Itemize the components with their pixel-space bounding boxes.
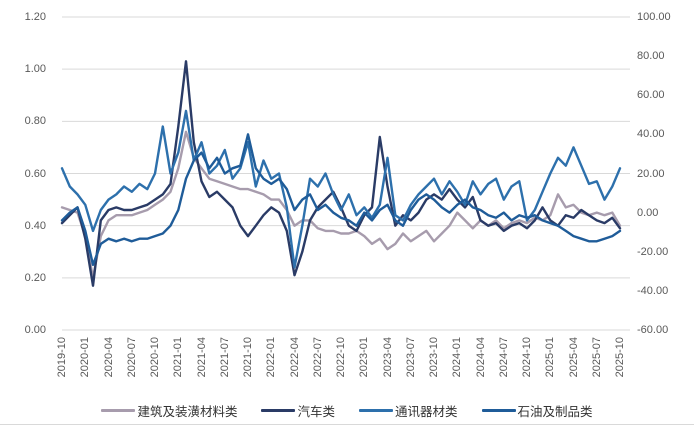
left-axis-tick: 0.80: [24, 115, 46, 128]
x-axis-tick: 2020-01: [79, 337, 92, 378]
x-axis-tick: 2021-07: [218, 337, 231, 378]
right-axis-tick: 40.00: [637, 128, 665, 141]
x-axis-tick: 2020-04: [102, 337, 115, 378]
x-axis-tick: 2023-01: [358, 337, 371, 378]
x-axis-tick: 2024-10: [521, 337, 533, 378]
right-axis-tick: -20.00: [637, 245, 669, 258]
x-axis-tick: 2020-07: [125, 337, 138, 378]
right-axis-tick: -60.00: [637, 324, 669, 336]
right-axis-tick: 100.00: [637, 11, 671, 23]
legend-line-swatch: [481, 409, 516, 412]
legend-label: 汽车类: [297, 405, 335, 419]
bottom-border-line: [0, 424, 694, 425]
x-axis-tick: 2021-04: [195, 337, 208, 378]
x-axis-tick: 2022-04: [288, 337, 301, 378]
series-line-建筑及装潢材料类: [60, 130, 622, 279]
x-axis-tick: 2022-01: [265, 337, 278, 378]
legend-item: 石油及制品类: [481, 401, 593, 420]
legend-item: 建筑及装潢材料类: [101, 401, 237, 420]
x-axis-tick: 2021-10: [242, 337, 254, 378]
right-axis-tick: 80.00: [637, 50, 665, 63]
legend-line-swatch: [359, 409, 393, 412]
legend-item: 通讯器材类: [359, 401, 458, 420]
right-axis-tick: 20.00: [637, 167, 665, 180]
series-line-石油及制品类: [60, 133, 622, 266]
left-axis-tick: 0.40: [24, 219, 46, 232]
right-axis-tick: 60.00: [637, 89, 665, 102]
legend: 建筑及装潢材料类 汽车类 通讯器材类 石油及制品类: [0, 401, 694, 420]
x-axis-tick: 2022-10: [335, 337, 347, 378]
x-axis-tick: 2025-01: [544, 337, 557, 378]
series-line-通讯器材类: [60, 109, 622, 269]
legend-line-swatch: [101, 409, 136, 412]
legend-line-swatch: [261, 409, 296, 412]
legend-label: 通讯器材类: [395, 405, 458, 419]
x-axis-tick: 2023-07: [404, 337, 417, 378]
left-axis-tick: 0.60: [24, 167, 46, 180]
x-axis-tick: 2025-04: [567, 337, 580, 378]
legend-label: 建筑及装潢材料类: [137, 405, 238, 419]
x-axis-tick: 2019-10: [56, 337, 68, 378]
x-axis-tick: 2022-07: [311, 337, 324, 378]
x-axis-tick: 2025-10: [614, 337, 626, 378]
x-axis-tick: 2025-07: [590, 337, 603, 378]
x-axis-tick: 2023-04: [381, 337, 394, 378]
legend-item: 汽车类: [261, 401, 335, 420]
right-axis-tick: 0.00: [637, 206, 659, 219]
x-axis-tick: 2023-10: [428, 337, 440, 378]
left-axis-tick: 1.20: [24, 11, 46, 23]
right-axis-tick: -40.00: [637, 284, 669, 297]
x-axis-tick: 2021-01: [172, 337, 185, 378]
x-axis-tick: 2024-07: [497, 337, 510, 378]
x-axis-tick: 2024-04: [474, 337, 487, 378]
left-axis-tick: 1.00: [24, 63, 46, 76]
left-axis-tick: 0.20: [24, 271, 46, 284]
left-axis-tick: 0.00: [24, 324, 46, 336]
x-axis-tick: 2024-01: [451, 337, 464, 378]
legend-label: 石油及制品类: [517, 405, 593, 419]
x-axis-tick: 2020-10: [149, 337, 161, 378]
